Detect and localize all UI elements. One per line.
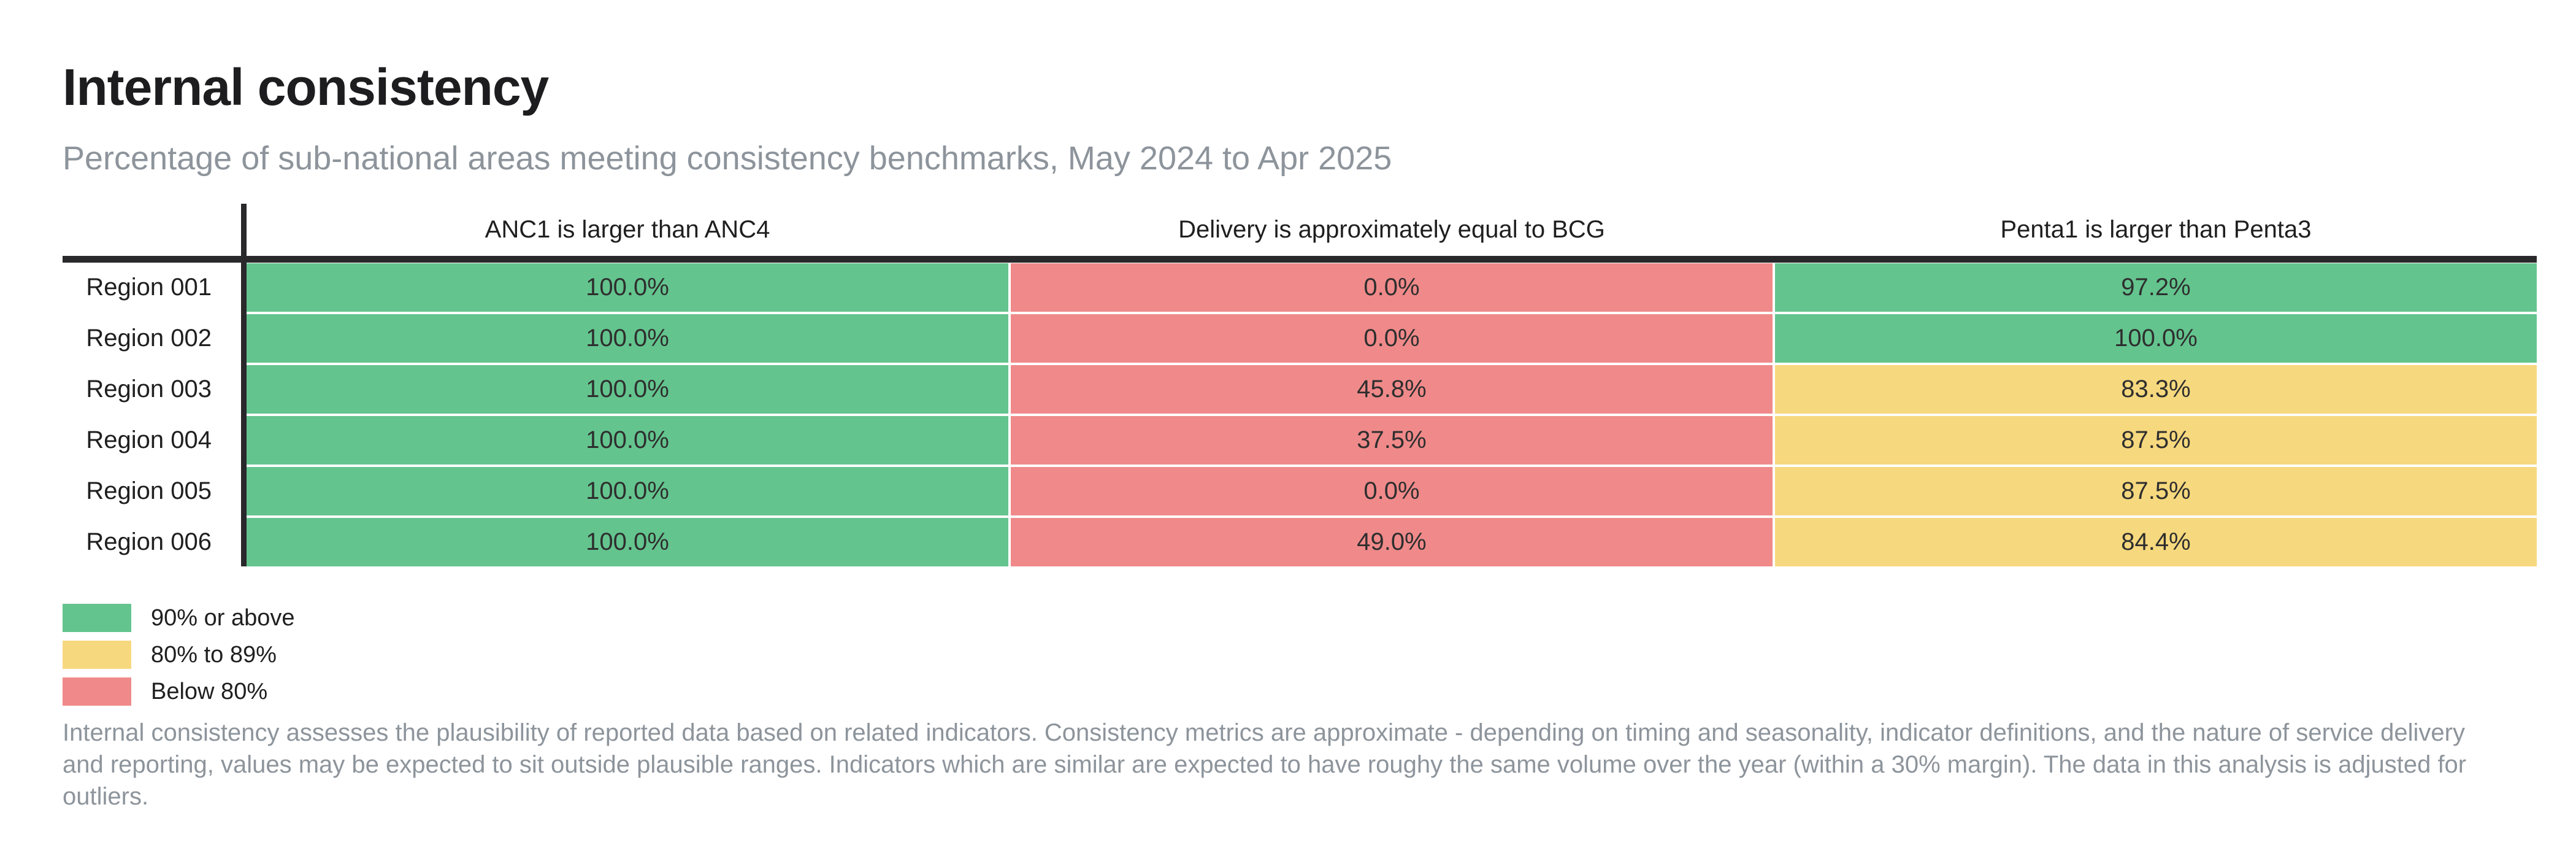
table-header-row: ANC1 is larger than ANC4 Delivery is appr… [63, 204, 2537, 263]
value-cell: 83.3% [1775, 365, 2537, 414]
value-cell: 49.0% [1011, 518, 1773, 566]
table-row: Region 004 100.0% 37.5% 87.5% [63, 416, 2537, 465]
legend: 90% or above 80% to 89% Below 80% [63, 604, 295, 714]
row-cells: 100.0% 49.0% 84.4% [247, 518, 2537, 566]
value-cell: 0.0% [1011, 314, 1773, 363]
value-cell: 97.2% [1775, 263, 2537, 312]
legend-label: Below 80% [151, 678, 268, 704]
legend-item: 90% or above [63, 604, 295, 632]
table-row: Region 003 100.0% 45.8% 83.3% [63, 365, 2537, 414]
header-spacer [63, 204, 247, 256]
page-subtitle: Percentage of sub-national areas meeting… [63, 140, 1392, 177]
row-label: Region 006 [86, 528, 212, 555]
row-label: Region 002 [86, 325, 212, 352]
value-cell: 45.8% [1011, 365, 1773, 414]
legend-swatch-yellow [63, 641, 131, 669]
value-cell: 87.5% [1775, 416, 2537, 465]
column-header: ANC1 is larger than ANC4 [485, 216, 770, 243]
column-header: Penta1 is larger than Penta3 [2000, 216, 2312, 243]
header-cells: ANC1 is larger than ANC4 Delivery is appr… [247, 204, 2537, 256]
table-axis-line [241, 204, 247, 566]
legend-item: Below 80% [63, 677, 295, 706]
page-title: Internal consistency [63, 58, 549, 116]
table-row: Region 006 100.0% 49.0% 84.4% [63, 518, 2537, 566]
value-cell: 100.0% [247, 467, 1008, 515]
legend-swatch-green [63, 604, 131, 632]
value-cell: 87.5% [1775, 467, 2537, 515]
value-cell: 100.0% [247, 365, 1008, 414]
table-row: Region 001 100.0% 0.0% 97.2% [63, 263, 2537, 312]
row-label: Region 005 [86, 477, 212, 504]
row-label: Region 004 [86, 426, 212, 453]
table-row: Region 002 100.0% 0.0% 100.0% [63, 314, 2537, 363]
table-row: Region 005 100.0% 0.0% 87.5% [63, 467, 2537, 515]
value-cell: 37.5% [1011, 416, 1773, 465]
row-label: Region 001 [86, 274, 212, 301]
row-cells: 100.0% 0.0% 97.2% [247, 263, 2537, 312]
consistency-table: ANC1 is larger than ANC4 Delivery is appr… [63, 204, 2537, 566]
row-label: Region 003 [86, 376, 212, 403]
legend-label: 90% or above [151, 604, 295, 631]
row-cells: 100.0% 0.0% 100.0% [247, 314, 2537, 363]
table-body: Region 001 100.0% 0.0% 97.2% Region 002 100.0… [63, 263, 2537, 566]
legend-label: 80% to 89% [151, 641, 277, 668]
value-cell: 100.0% [247, 314, 1008, 363]
value-cell: 100.0% [247, 416, 1008, 465]
row-cells: 100.0% 37.5% 87.5% [247, 416, 2537, 465]
legend-swatch-red [63, 677, 131, 706]
column-header: Delivery is approximately equal to BCG [1178, 216, 1605, 243]
value-cell: 84.4% [1775, 518, 2537, 566]
legend-item: 80% to 89% [63, 641, 295, 669]
row-cells: 100.0% 0.0% 87.5% [247, 467, 2537, 515]
value-cell: 0.0% [1011, 467, 1773, 515]
value-cell: 0.0% [1011, 263, 1773, 312]
value-cell: 100.0% [1775, 314, 2537, 363]
value-cell: 100.0% [247, 263, 1008, 312]
value-cell: 100.0% [247, 518, 1008, 566]
row-cells: 100.0% 45.8% 83.3% [247, 365, 2537, 414]
footnote: Internal consistency assesses the plausi… [63, 719, 2467, 810]
